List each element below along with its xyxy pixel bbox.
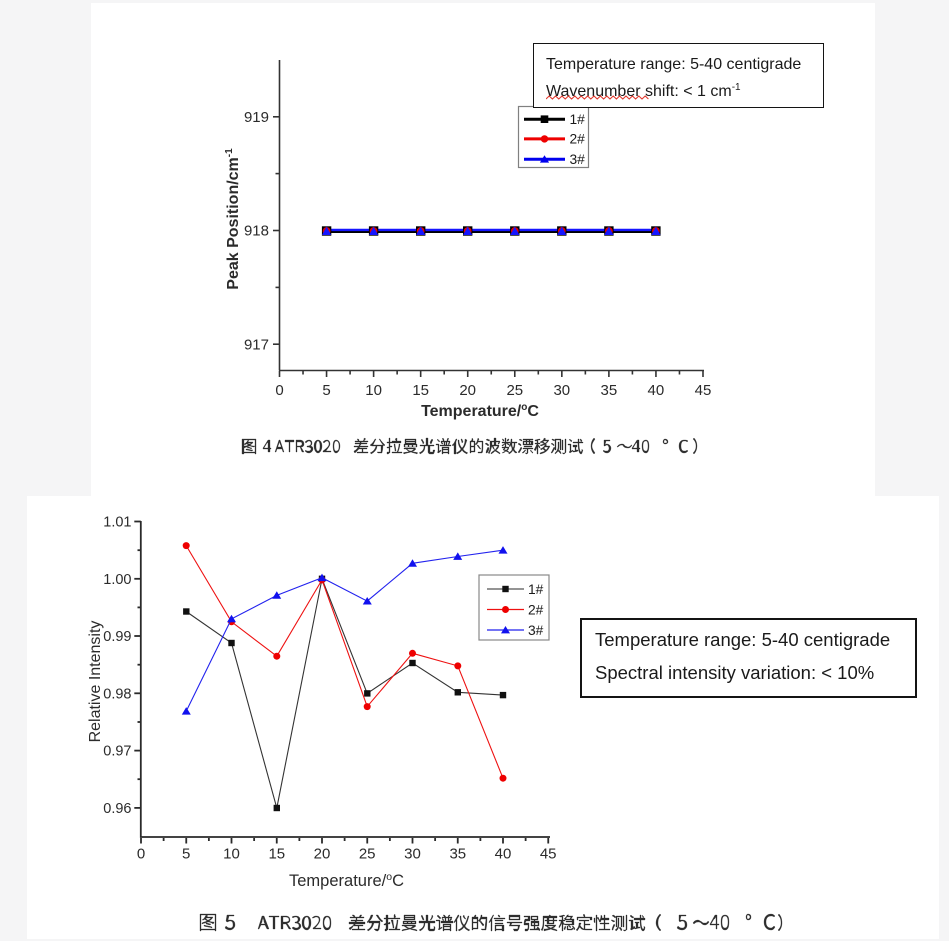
svg-text:10: 10: [365, 382, 382, 399]
svg-text:40: 40: [495, 846, 512, 863]
svg-text:3#: 3#: [528, 623, 544, 638]
svg-text:5: 5: [322, 382, 330, 399]
svg-text:5: 5: [182, 846, 190, 863]
svg-text:35: 35: [449, 846, 466, 863]
svg-text:1.00: 1.00: [103, 572, 131, 588]
svg-text:Peak Position/cm-1: Peak Position/cm-1: [224, 148, 242, 290]
svg-text:15: 15: [412, 382, 429, 399]
svg-text:0: 0: [137, 846, 145, 863]
svg-text:Relative Intensity: Relative Intensity: [87, 621, 104, 743]
svg-text:30: 30: [404, 846, 421, 863]
svg-text:Temperature/oC: Temperature/oC: [421, 402, 539, 420]
svg-text:25: 25: [506, 382, 523, 399]
svg-text:10: 10: [223, 846, 240, 863]
svg-text:917: 917: [244, 336, 269, 353]
svg-text:20: 20: [459, 382, 476, 399]
svg-text:45: 45: [540, 846, 557, 863]
svg-text:Temperature/oC: Temperature/oC: [289, 871, 404, 890]
svg-text:25: 25: [359, 846, 376, 863]
svg-text:40: 40: [648, 382, 665, 399]
svg-text:0.96: 0.96: [103, 801, 131, 817]
svg-text:35: 35: [601, 382, 618, 399]
svg-text:1#: 1#: [570, 112, 586, 127]
svg-text:1.01: 1.01: [103, 515, 131, 531]
svg-text:0.99: 0.99: [103, 629, 131, 645]
svg-text:20: 20: [314, 846, 331, 863]
svg-text:3#: 3#: [570, 152, 586, 167]
svg-text:918: 918: [244, 223, 269, 240]
svg-text:30: 30: [553, 382, 570, 399]
svg-text:919: 919: [244, 109, 269, 126]
svg-text:0.98: 0.98: [103, 686, 131, 702]
svg-text:45: 45: [695, 382, 712, 399]
svg-text:0: 0: [275, 382, 283, 399]
svg-text:0.97: 0.97: [103, 744, 131, 760]
svg-text:2#: 2#: [528, 602, 544, 617]
svg-text:1#: 1#: [528, 582, 544, 597]
svg-text:2#: 2#: [570, 132, 586, 147]
svg-text:15: 15: [268, 846, 285, 863]
